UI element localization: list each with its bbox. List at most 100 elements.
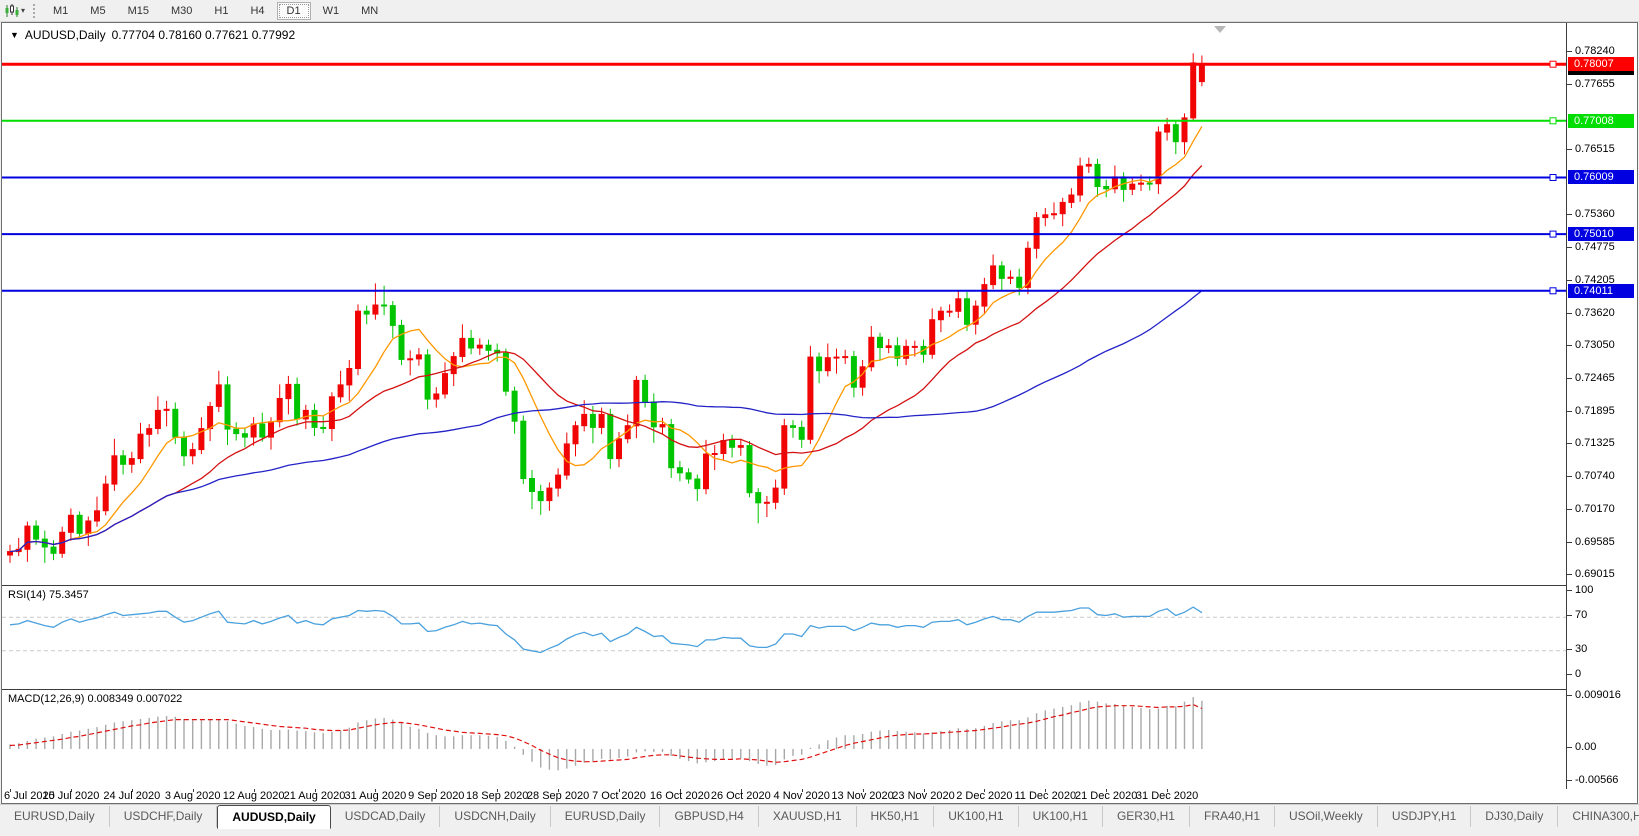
date-tick <box>923 789 925 792</box>
timeframe-button-m15[interactable]: M15 <box>127 4 149 17</box>
axis-label: 0.73050 <box>1575 339 1615 351</box>
price-chart-pane[interactable]: ▼ AUDUSD,Daily 0.77704 0.78160 0.77621 0… <box>2 23 1566 586</box>
date-label: 31 Aug 2020 <box>344 790 407 802</box>
axis-tick <box>1567 780 1572 781</box>
chart-tool-icon[interactable] <box>3 3 21 19</box>
price-axis[interactable]: 0.78240 0.77655 0.76515 0.75360 0.74775 0.742… <box>1567 23 1637 803</box>
date-tick <box>1045 789 1047 792</box>
axis-label: 0.77655 <box>1575 78 1615 90</box>
hline-price-badge: 0.74011 <box>1568 284 1634 298</box>
hline-price-badge: 0.76009 <box>1568 170 1634 184</box>
timeframe-button-m5[interactable]: M5 <box>90 4 106 17</box>
axis-label: 0.73620 <box>1575 307 1615 319</box>
axis-tick <box>1567 574 1572 575</box>
date-tick <box>740 789 742 792</box>
chart-tab-audusd-daily[interactable]: AUDUSD,Daily <box>217 805 331 829</box>
timeframe-button-mn[interactable]: MN <box>361 4 379 17</box>
axis-tick <box>1567 747 1572 748</box>
date-tick <box>619 789 620 792</box>
axis-label: 0 <box>1575 668 1582 680</box>
axis-tick <box>1567 411 1572 412</box>
axis-label: 0.74775 <box>1575 241 1615 253</box>
chart-tab-eurusd-daily[interactable]: EURUSD,Daily <box>0 806 110 827</box>
timeframe-button-h4[interactable]: H4 <box>250 4 265 17</box>
chart-symbol-period: AUDUSD,Daily <box>24 28 106 42</box>
date-label: 21 Aug 2020 <box>283 790 346 802</box>
rsi-pane[interactable]: RSI(14) 75.3457 <box>2 585 1566 691</box>
axis-label: 0.009016 <box>1575 689 1621 701</box>
axis-label: 0.74205 <box>1575 274 1615 286</box>
chart-tab-gbpusd-h4[interactable]: GBPUSD,H4 <box>660 806 759 827</box>
date-tick <box>436 789 438 792</box>
date-label: 7 Oct 2020 <box>592 790 646 802</box>
date-label: 24 Jul 2020 <box>103 790 161 802</box>
axis-label: 0.71895 <box>1575 405 1615 417</box>
axis-tick <box>1567 247 1572 248</box>
date-label: 12 Aug 2020 <box>222 790 285 802</box>
date-label: 23 Nov 2020 <box>892 790 955 802</box>
timeframe-button-m1[interactable]: M1 <box>53 4 69 17</box>
timeframe-button-d1[interactable]: D1 <box>276 1 311 20</box>
axis-label: 100 <box>1575 584 1594 596</box>
date-label: 11 Dec 2020 <box>1014 790 1077 802</box>
date-label: 16 Oct 2020 <box>649 790 710 802</box>
date-tick <box>497 789 499 792</box>
date-label: 28 Sep 2020 <box>526 790 590 802</box>
chart-tab-usdjpy-h1[interactable]: USDJPY,H1 <box>1378 806 1472 827</box>
chart-tab-ger30-h1[interactable]: GER30,H1 <box>1103 806 1190 827</box>
date-tick <box>1167 789 1169 792</box>
axis-label: 0.00 <box>1575 741 1597 753</box>
date-label: 9 Sep 2020 <box>408 790 465 802</box>
chart-tab-uk100-h1[interactable]: UK100,H1 <box>934 806 1019 827</box>
axis-label: 0.70170 <box>1575 503 1615 515</box>
axis-label: 0.72465 <box>1575 372 1615 384</box>
date-label: 3 Aug 2020 <box>164 790 221 802</box>
axis-tick <box>1567 280 1572 281</box>
date-label: 18 Sep 2020 <box>465 790 529 802</box>
toolbar-grip[interactable] <box>33 3 36 18</box>
chart-tab-hk50-h1[interactable]: HK50,H1 <box>857 806 935 827</box>
chart-tool-dropdown-icon[interactable]: ▾ <box>21 6 26 15</box>
chart-tabbar: EURUSD,Daily USDCHF,Daily AUDUSD,Daily USDC… <box>0 804 1639 836</box>
chart-tab-eurusd-daily[interactable]: EURUSD,Daily <box>551 806 661 827</box>
axis-tick <box>1567 695 1572 696</box>
date-tick <box>10 789 11 792</box>
date-tick <box>131 789 133 792</box>
axis-tick <box>1567 476 1572 477</box>
hline-price-badge: 0.77008 <box>1568 114 1634 128</box>
chart-tab-usoil-weekly[interactable]: USOil,Weekly <box>1275 806 1378 827</box>
timeframe-button-h1[interactable]: H1 <box>214 4 229 17</box>
axis-label: -0.00566 <box>1575 774 1619 786</box>
axis-tick <box>1567 84 1572 85</box>
chart-tab-fra40-h1[interactable]: FRA40,H1 <box>1190 806 1276 827</box>
axis-tick <box>1567 542 1572 543</box>
date-tick <box>984 789 986 792</box>
chart-title-caret-icon[interactable]: ▼ <box>10 30 19 40</box>
date-axis[interactable]: 6 Jul 2020 15 Jul 2020 24 Jul 2020 3 Aug 20… <box>2 789 1566 803</box>
chart-tab-usdchf-daily[interactable]: USDCHF,Daily <box>110 806 218 827</box>
date-label: 15 Jul 2020 <box>42 790 100 802</box>
chart-shift-marker-icon <box>1214 26 1226 33</box>
axis-tick <box>1567 214 1572 215</box>
chart-tab-china300-h1[interactable]: CHINA300,H1 <box>1558 806 1639 827</box>
date-label: 31 Dec 2020 <box>1135 790 1199 802</box>
rsi-label: RSI(14) 75.3457 <box>8 589 89 601</box>
axis-label: 0.70740 <box>1575 470 1615 482</box>
date-label: 6 Jul 2020 <box>4 790 55 802</box>
chart-tab-dj30-daily[interactable]: DJ30,Daily <box>1471 806 1559 827</box>
chart-tab-usdcnh-daily[interactable]: USDCNH,Daily <box>440 806 551 827</box>
axis-label: 30 <box>1575 643 1588 655</box>
axis-label: 0.69015 <box>1575 568 1615 580</box>
timeframe-button-w1[interactable]: W1 <box>322 4 340 17</box>
chart-title: ▼ AUDUSD,Daily 0.77704 0.78160 0.77621 0… <box>10 28 295 42</box>
timeframe-button-m30[interactable]: M30 <box>170 4 193 17</box>
chart-tab-usdcad-daily[interactable]: USDCAD,Daily <box>331 806 441 827</box>
axis-tick <box>1567 509 1572 510</box>
chart-tab-uk100-h1[interactable]: UK100,H1 <box>1019 806 1103 827</box>
axis-tick <box>1567 345 1572 346</box>
date-tick <box>253 789 255 792</box>
date-tick <box>1106 789 1108 792</box>
date-tick <box>70 789 72 792</box>
macd-pane[interactable]: MACD(12,26,9) 0.008349 0.007022 <box>2 689 1566 791</box>
chart-tab-xauusd-h1[interactable]: XAUUSD,H1 <box>759 806 857 827</box>
